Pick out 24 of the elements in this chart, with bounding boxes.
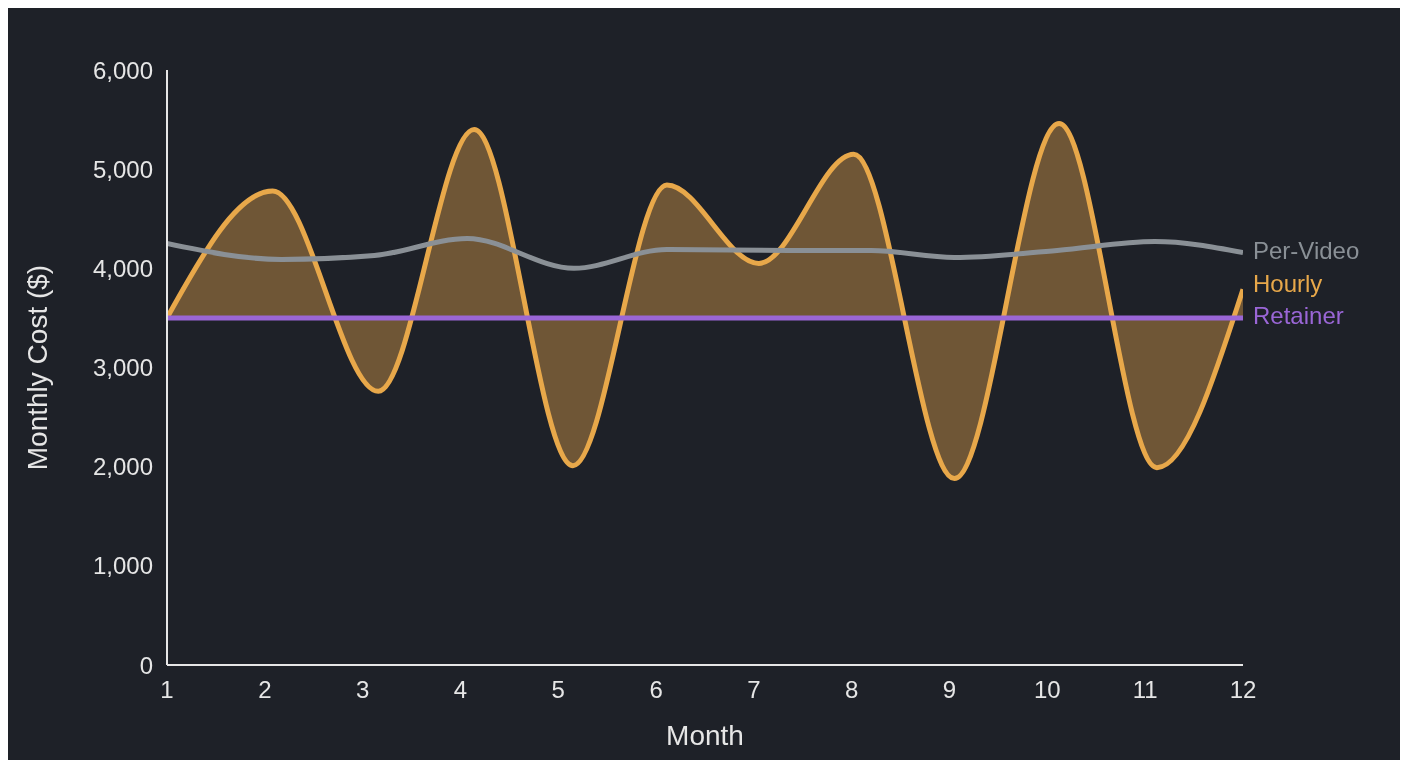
x-tick-label: 8 — [845, 676, 859, 704]
y-axis-title: Monthly Cost ($) — [21, 264, 53, 471]
x-axis-title: Month — [666, 720, 744, 751]
x-tick-label: 1 — [160, 676, 174, 704]
series-label: Retainer — [1253, 302, 1344, 330]
x-tick-label: 9 — [942, 676, 957, 704]
series-label: Hourly — [1253, 269, 1323, 297]
x-tick-label: 7 — [747, 676, 761, 704]
y-tick-label: 5,000 — [92, 155, 153, 183]
y-tick-label: 2,000 — [92, 453, 153, 481]
x-tick-label: 11 — [1132, 676, 1158, 704]
y-tick-label: 4,000 — [92, 254, 153, 282]
x-tick-label: 4 — [453, 676, 468, 704]
y-tick-label: 0 — [139, 651, 153, 679]
y-tick-label: 3,000 — [92, 354, 153, 382]
y-tick-label: 6,000 — [92, 56, 153, 84]
x-tick-label: 3 — [355, 676, 370, 704]
series-label: Per-Video — [1253, 236, 1360, 264]
x-tick-label: 6 — [649, 676, 663, 704]
x-tick-label: 10 — [1034, 676, 1061, 704]
x-tick-label: 12 — [1229, 676, 1257, 704]
x-tick-label: 2 — [258, 676, 272, 704]
x-tick-label: 5 — [551, 676, 565, 704]
y-tick-label: 1,000 — [92, 552, 153, 580]
